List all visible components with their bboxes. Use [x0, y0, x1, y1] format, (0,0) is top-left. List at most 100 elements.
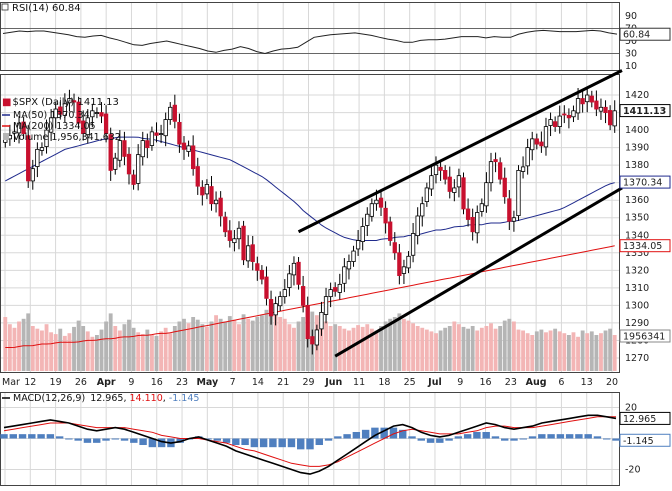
candle-body — [333, 287, 338, 292]
volume-bar — [182, 318, 186, 371]
macd-hist-bar — [148, 438, 157, 448]
candle-body — [154, 132, 159, 136]
candle-body — [461, 177, 466, 210]
volume-bar — [489, 323, 493, 371]
macd-hist-bar — [565, 434, 574, 439]
volume-bar — [479, 327, 484, 371]
candle-body — [575, 98, 581, 114]
macd-tick-label: -20 — [625, 465, 641, 476]
candle-body — [410, 233, 416, 256]
volume-bar — [168, 333, 173, 371]
volume-bar — [585, 333, 590, 371]
volume-bar — [145, 329, 150, 371]
candle-body — [140, 140, 145, 158]
candle-body — [562, 113, 567, 116]
volume-bar — [273, 312, 278, 371]
candle-body — [392, 242, 397, 254]
macd-hist-bar — [463, 434, 472, 439]
volume-bar — [287, 324, 292, 371]
x-tick-label: 11 — [353, 377, 365, 388]
candle-body — [424, 187, 429, 203]
candle-body — [186, 145, 191, 152]
x-tick-label: 20 — [606, 377, 618, 388]
rsi-label: RSI(14) 60.84 — [12, 3, 81, 14]
volume-bar — [163, 327, 168, 371]
candle-body — [236, 227, 242, 240]
volume-bar — [259, 315, 264, 371]
rsi-badge: 60.84 — [619, 27, 671, 41]
candle-body — [163, 119, 168, 137]
candle-body — [388, 221, 393, 241]
volume-bar — [58, 328, 63, 371]
volume-bar — [333, 324, 338, 371]
rsi-legend-swatch — [1, 3, 9, 11]
x-tick-label: 26 — [75, 377, 87, 388]
candle-body — [149, 131, 155, 146]
macd-hist-bar — [222, 438, 231, 443]
volume-bar — [62, 335, 67, 371]
candle-body — [264, 276, 269, 299]
volume-bar — [269, 306, 273, 371]
volume-bar — [264, 309, 269, 371]
volume-bar — [255, 317, 260, 371]
macd-hist-bar — [55, 436, 64, 439]
price-tick-label: 1320 — [625, 265, 649, 276]
volume-bar — [214, 315, 218, 371]
volume-bar — [44, 324, 49, 371]
volume-bar — [534, 331, 539, 371]
volume-bar — [365, 324, 370, 371]
volume-bar — [113, 326, 118, 371]
x-tick-label: 16 — [479, 377, 491, 388]
volume-bar — [502, 320, 507, 371]
macd-hist-bar — [306, 438, 314, 450]
macd-hist-bar — [83, 438, 92, 443]
macd-hist-bar — [46, 434, 55, 439]
macd-hist-bar — [352, 431, 361, 439]
volume-bar — [356, 325, 361, 371]
macd-hist-bar — [380, 427, 388, 439]
volume-bar — [470, 326, 475, 371]
candle-body — [282, 289, 287, 298]
candle-body — [369, 203, 374, 217]
candle-body — [415, 215, 420, 237]
macd-hist-bar — [426, 438, 435, 443]
volume-bar — [548, 330, 553, 371]
macd-hist-bar — [528, 436, 537, 439]
volume-bar — [76, 320, 81, 371]
last-price-badge: 1411.13 — [619, 104, 671, 118]
candle-body — [291, 262, 297, 276]
macd-badge-text: 12.965 — [623, 414, 656, 425]
candle-body — [12, 131, 17, 134]
volume-bar — [296, 321, 301, 371]
price-legend: ■$SPX (Daily) 1411.13 MA(50) 1370.34 MA(… — [2, 97, 121, 143]
volume-bar — [159, 331, 164, 371]
candle-body — [465, 208, 471, 220]
macd-hist-bar — [157, 438, 166, 448]
macd-legend-signal: 14.110 — [130, 393, 163, 404]
macd-hist-bar — [510, 438, 518, 441]
candle-body — [53, 108, 58, 119]
macd-hist-bar — [9, 434, 17, 439]
volume-bar — [580, 330, 585, 371]
macd-hist-bar — [575, 434, 583, 439]
candle-body — [255, 263, 260, 271]
volume-legend-swatch — [3, 133, 9, 140]
trend-channel — [297, 69, 623, 358]
candle-body — [566, 114, 572, 119]
volume-bar — [452, 321, 457, 371]
candle-body — [85, 117, 90, 136]
candle-body — [250, 244, 255, 262]
volume-bar — [191, 317, 196, 371]
candle-body — [90, 110, 95, 118]
x-tick-label: Aug — [526, 377, 547, 388]
volume-bar — [108, 313, 113, 371]
volume-bar — [525, 333, 530, 371]
candle-body — [126, 153, 132, 175]
volume-bar — [90, 336, 95, 371]
macd-hist-bar — [232, 438, 240, 446]
volume-bar — [347, 330, 351, 371]
candle-body — [420, 203, 425, 217]
candle-body — [108, 134, 113, 171]
volume-bar — [539, 329, 544, 371]
macd-hist-badge: -1.145 — [619, 433, 671, 447]
